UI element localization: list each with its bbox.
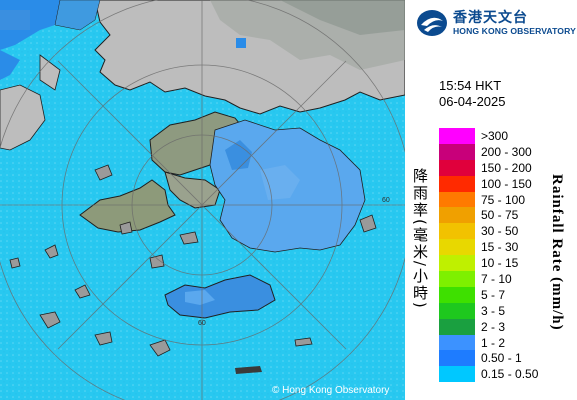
legend-label: 3 - 5	[481, 303, 506, 318]
legend-label: 30 - 50	[481, 224, 519, 239]
hko-logo: 香港天文台 HONG KONG OBSERVATORY	[415, 8, 576, 38]
legend-swatch	[439, 175, 475, 192]
legend-swatch	[439, 223, 475, 240]
legend-swatch	[439, 334, 475, 351]
copyright-text: © Hong Kong Observatory	[272, 385, 390, 396]
legend-swatch	[439, 318, 475, 335]
legend-title-en: Rainfall Rate (mm/h)	[549, 174, 565, 331]
radar-date: 06-04-2025	[439, 94, 506, 109]
legend-swatch	[439, 143, 475, 160]
legend-panel: 香港天文台 HONG KONG OBSERVATORY 15:54 HKT 06…	[405, 0, 577, 400]
legend-label: 0.50 - 1	[481, 351, 522, 366]
legend-swatch	[439, 302, 475, 319]
legend-label: 200 - 300	[481, 144, 532, 159]
legend-swatch	[439, 366, 475, 383]
legend-title-cn: 降雨率(毫米/小時)	[411, 168, 429, 310]
legend-swatch	[439, 191, 475, 208]
legend-swatch	[439, 255, 475, 272]
legend-label: 1 - 2	[481, 335, 506, 350]
legend-label: 5 - 7	[481, 287, 506, 302]
legend-label: 10 - 15	[481, 256, 519, 271]
legend-label: >300	[481, 129, 509, 143]
legend-label: 2 - 3	[481, 319, 506, 334]
radar-map[interactable]: 60 60 © Hong Kong Observatory	[0, 0, 405, 400]
logo-cn-text: 香港天文台	[453, 10, 528, 26]
logo-en-text: HONG KONG OBSERVATORY	[453, 26, 576, 36]
range-rings	[0, 0, 405, 400]
legend-swatch	[439, 128, 475, 144]
legend-swatch	[439, 207, 475, 224]
legend-swatch	[439, 271, 475, 287]
legend-swatch	[439, 239, 475, 256]
legend-swatch	[439, 159, 475, 176]
ring-label: 60	[198, 320, 206, 327]
hko-emblem-icon	[417, 10, 447, 36]
lamma-island	[164, 274, 276, 319]
legend-swatch	[439, 350, 475, 367]
radar-time: 15:54 HKT	[439, 78, 502, 93]
legend-label: 0.15 - 0.50	[481, 367, 539, 382]
legend-label: 7 - 10	[481, 272, 512, 287]
legend-label: 75 - 100	[481, 192, 526, 207]
legend-label: 15 - 30	[481, 240, 519, 255]
ring-label: 60	[382, 197, 390, 204]
legend-label: 150 - 200	[481, 160, 532, 175]
legend-label: 50 - 75	[481, 208, 519, 223]
legend-label: 100 - 150	[481, 176, 532, 191]
legend-swatch	[439, 286, 475, 303]
